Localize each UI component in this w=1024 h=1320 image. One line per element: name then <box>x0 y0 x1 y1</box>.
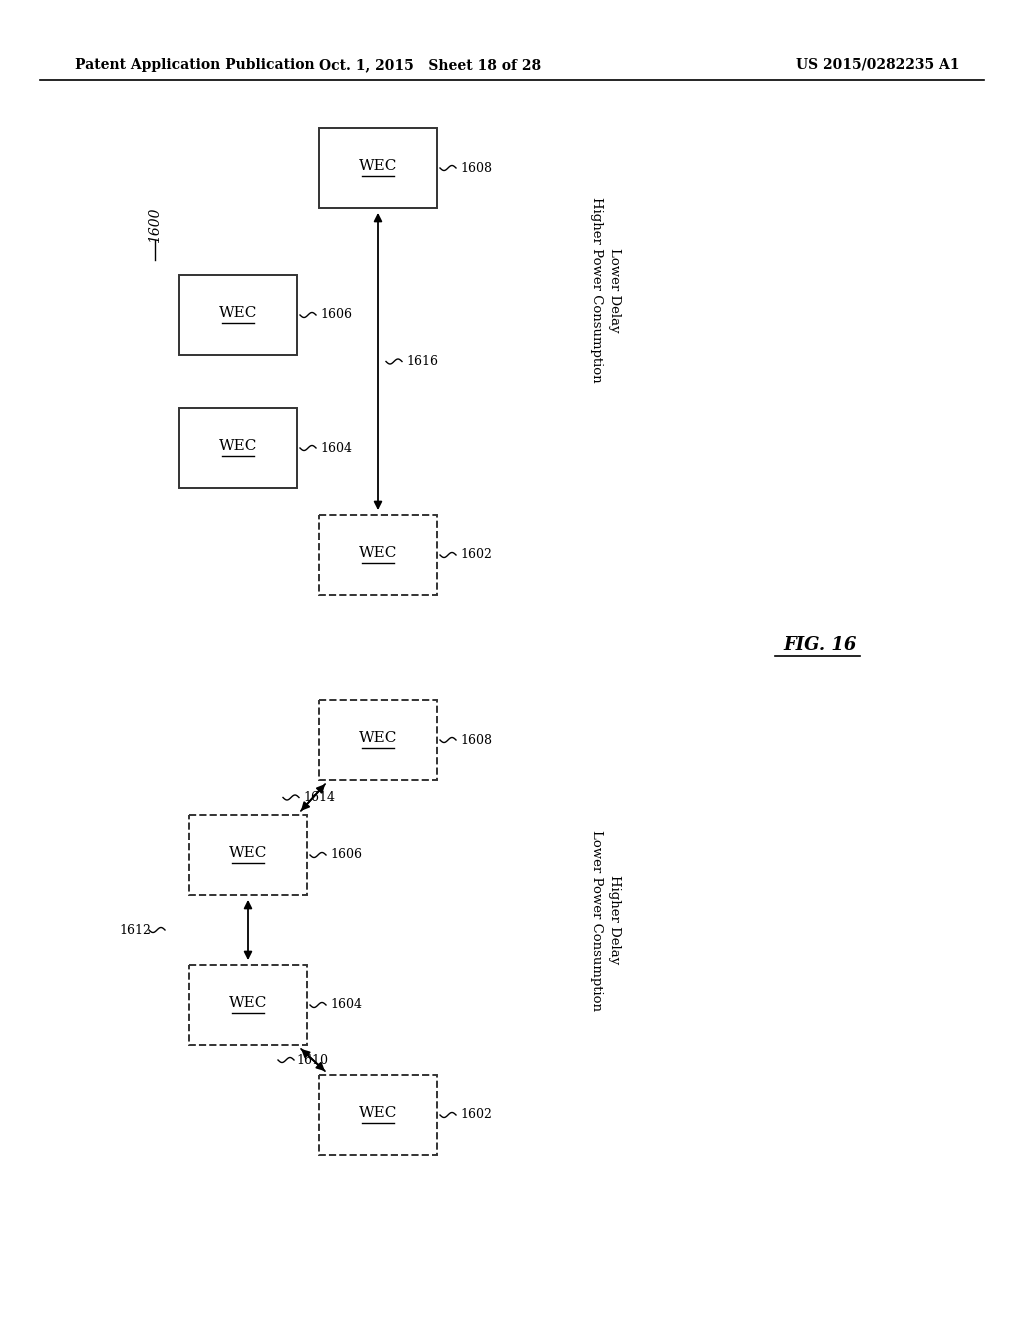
Text: WEC: WEC <box>358 1106 397 1119</box>
Text: Oct. 1, 2015   Sheet 18 of 28: Oct. 1, 2015 Sheet 18 of 28 <box>318 58 541 73</box>
Bar <box>189 814 307 895</box>
Bar <box>319 700 437 780</box>
Text: WEC: WEC <box>228 846 267 861</box>
Text: Lower Power Consumption: Lower Power Consumption <box>590 829 603 1011</box>
Text: 1604: 1604 <box>330 998 362 1011</box>
Text: 1616: 1616 <box>406 355 438 368</box>
Text: WEC: WEC <box>358 546 397 560</box>
Text: FIG. 16: FIG. 16 <box>783 636 857 653</box>
Bar <box>319 1074 437 1155</box>
Text: WEC: WEC <box>219 440 257 453</box>
Text: 1600: 1600 <box>148 207 162 243</box>
Text: 1604: 1604 <box>319 441 352 454</box>
Text: WEC: WEC <box>228 997 267 1010</box>
Text: 1608: 1608 <box>460 161 492 174</box>
Text: 1608: 1608 <box>460 734 492 747</box>
Text: 1612: 1612 <box>119 924 151 936</box>
Text: 1606: 1606 <box>319 309 352 322</box>
Bar <box>189 965 307 1045</box>
Text: 1606: 1606 <box>330 849 362 862</box>
Text: Higher Delay: Higher Delay <box>608 875 621 965</box>
Text: US 2015/0282235 A1: US 2015/0282235 A1 <box>797 58 961 73</box>
Text: 1602: 1602 <box>460 1109 492 1122</box>
Bar <box>179 408 297 488</box>
Text: WEC: WEC <box>219 306 257 319</box>
Text: WEC: WEC <box>358 158 397 173</box>
Bar <box>179 275 297 355</box>
Bar <box>319 515 437 595</box>
Bar <box>319 128 437 209</box>
Text: Patent Application Publication: Patent Application Publication <box>75 58 314 73</box>
Text: 1610: 1610 <box>296 1053 328 1067</box>
Text: 1602: 1602 <box>460 549 492 561</box>
Text: WEC: WEC <box>358 731 397 744</box>
Text: Lower Delay: Lower Delay <box>608 248 621 333</box>
Text: Higher Power Consumption: Higher Power Consumption <box>590 197 603 383</box>
Text: 1614: 1614 <box>303 791 335 804</box>
